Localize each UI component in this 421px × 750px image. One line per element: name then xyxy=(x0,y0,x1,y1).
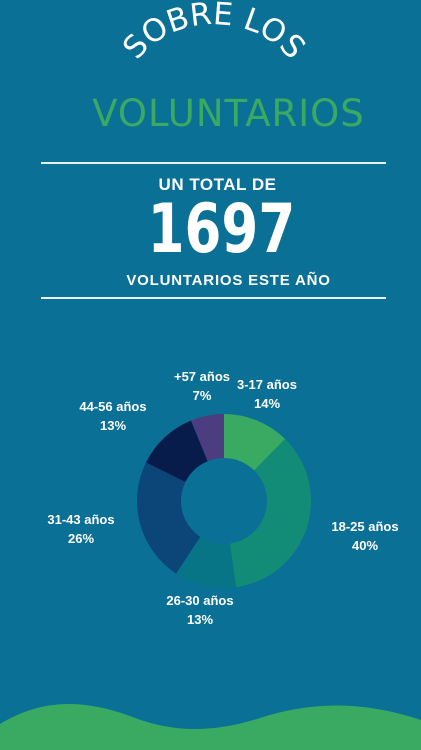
slice-category-label: 3-17 años xyxy=(237,377,297,392)
arc-title: SOBRE LOS xyxy=(116,0,312,66)
total-label: UN TOTAL DE xyxy=(158,175,277,194)
donut-slice xyxy=(145,420,208,482)
subtitle: VOLUNTARIOS xyxy=(92,92,365,135)
slice-category-label: 18-25 años xyxy=(331,519,398,534)
total-caption: VOLUNTARIOS ESTE AÑO xyxy=(126,272,331,289)
slice-value-label: 13% xyxy=(187,612,213,627)
bottom-wave xyxy=(0,704,421,750)
top-divider xyxy=(41,162,386,164)
donut-slice xyxy=(137,462,201,574)
arc-title-text: SOBRE LOS xyxy=(116,0,312,66)
donut-slice xyxy=(229,439,311,588)
slice-category-label: 26-30 años xyxy=(166,593,233,608)
slice-category-label: 31-43 años xyxy=(47,512,114,527)
slice-category-label: +57 años xyxy=(174,369,230,384)
donut-chart: 3-17 años 14% 18-25 años 40% 26-30 años 13% 31… xyxy=(47,369,398,627)
donut-slice xyxy=(176,536,237,588)
slice-value-label: 13% xyxy=(100,418,126,433)
slice-value-label: 26% xyxy=(68,531,94,546)
slice-value-label: 7% xyxy=(193,388,212,403)
slice-category-label: 44-56 años xyxy=(79,399,146,414)
bottom-divider xyxy=(41,297,386,299)
slice-value-label: 14% xyxy=(254,396,280,411)
donut-slice xyxy=(190,414,224,462)
donut-slice xyxy=(224,414,286,471)
slice-value-label: 40% xyxy=(352,538,378,553)
total-number: 1697 xyxy=(147,190,296,269)
